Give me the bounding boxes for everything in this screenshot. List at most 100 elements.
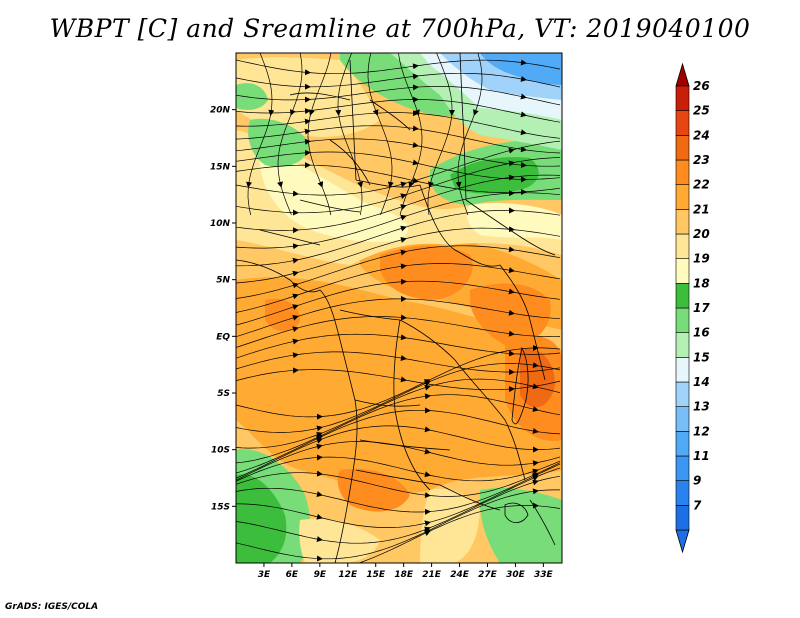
colorbar-swatch xyxy=(675,332,690,358)
streamline xyxy=(236,333,561,359)
streamline xyxy=(236,456,561,482)
field-region-pale-south xyxy=(299,518,380,563)
colorbar-label: 19 xyxy=(693,252,710,266)
colorbar-label: 18 xyxy=(693,276,710,290)
colorbar-swatch xyxy=(675,283,690,309)
streamline xyxy=(236,86,561,106)
x-tick-label: 27E xyxy=(478,570,498,580)
streamline xyxy=(236,151,561,180)
streamline xyxy=(236,125,561,154)
colorbar-label: 22 xyxy=(693,178,710,192)
streamline xyxy=(236,72,561,88)
x-tick-label: 15E xyxy=(366,570,386,580)
colorbar-swatch xyxy=(675,258,690,284)
colorbar-swatch xyxy=(675,357,690,383)
streamline xyxy=(236,59,561,75)
field-region-green-west xyxy=(248,118,310,167)
field-region-green-deep-northeast xyxy=(450,157,539,194)
colorbar-label: 11 xyxy=(693,449,710,463)
y-tick-label: 15N xyxy=(210,162,231,172)
colorbar-label: 12 xyxy=(693,424,710,438)
colorbar-swatch xyxy=(675,110,690,136)
streamline xyxy=(427,53,453,216)
colorbar-label: 16 xyxy=(693,326,710,340)
streamline xyxy=(236,263,561,313)
y-tick-label: 5N xyxy=(216,276,230,286)
streamline xyxy=(236,157,561,214)
x-tick-label: 33E xyxy=(534,570,554,580)
streamline xyxy=(236,298,561,338)
y-tick-label: 10N xyxy=(210,219,231,229)
y-tick-label: 10S xyxy=(211,446,230,456)
field-region-pale-north xyxy=(260,150,409,242)
streamline xyxy=(236,369,561,391)
y-tick-label: 15S xyxy=(211,502,230,512)
streamline xyxy=(236,489,560,560)
streamline xyxy=(236,245,561,299)
colorbar-swatch xyxy=(675,85,690,111)
colorbar-label: 21 xyxy=(693,202,710,216)
y-axis: 20N 15N 10N 5N EQ 5S 10S 15S xyxy=(210,106,236,512)
field-region-hot-6 xyxy=(265,298,300,332)
streamline xyxy=(236,174,561,231)
field-region-green-southeast xyxy=(479,488,562,563)
streamline xyxy=(236,351,561,373)
colorbar-label: 15 xyxy=(693,350,710,364)
x-tick-label: 21E xyxy=(422,570,442,580)
y-tick-label: 20N xyxy=(210,106,231,116)
streamline xyxy=(236,192,561,249)
x-tick-label: 24E xyxy=(450,570,470,580)
streamline xyxy=(307,53,332,216)
field-region-hot-5 xyxy=(337,468,410,512)
colorbar-label: 7 xyxy=(693,498,702,512)
streamline xyxy=(236,316,561,348)
streamline xyxy=(236,227,561,284)
field-region-hot-4 xyxy=(520,349,555,408)
colorbar-swatch xyxy=(675,135,690,161)
y-tick-label: 5S xyxy=(217,389,230,399)
map-panel xyxy=(236,53,562,563)
colorbar-label: 26 xyxy=(693,79,710,93)
x-axis: 3E 6E 9E 12E 15E 18E 21E 24E 27E 30E 33E xyxy=(258,563,554,580)
colorbar-swatch xyxy=(675,406,690,432)
colorbar-swatch xyxy=(675,159,690,185)
colorbar-label: 17 xyxy=(693,301,710,315)
x-tick-label: 30E xyxy=(506,570,526,580)
field-region-green-small xyxy=(236,83,268,110)
colorbar-swatch xyxy=(675,307,690,333)
lake-outline xyxy=(511,346,529,425)
streamline xyxy=(236,441,561,481)
field-region-pale-southeast xyxy=(420,488,480,563)
x-tick-label: 12E xyxy=(338,570,358,580)
streamline xyxy=(236,112,561,139)
colorbar-swatch xyxy=(675,455,690,481)
streamline xyxy=(236,347,561,418)
credit-label: GrADS: IGES/COLA xyxy=(5,602,99,612)
colorbar-swatch xyxy=(675,233,690,259)
streamline xyxy=(236,210,561,267)
colorbar-swatch xyxy=(675,184,690,210)
streamline xyxy=(358,505,561,563)
x-tick-label: 9E xyxy=(314,570,327,580)
streamline xyxy=(236,462,561,497)
field-region-hot-1 xyxy=(380,245,473,300)
streamline xyxy=(236,475,561,544)
streamline xyxy=(236,463,561,513)
streamline xyxy=(277,53,303,216)
field-region-green-deep-southwest xyxy=(236,474,287,563)
colorbar-label: 24 xyxy=(693,128,710,142)
streamline xyxy=(236,363,561,433)
map-frame xyxy=(235,52,563,564)
streamline xyxy=(236,164,561,193)
streamline xyxy=(398,53,423,216)
streamline xyxy=(337,53,363,216)
streamlines xyxy=(236,53,561,563)
colorbar-under-arrow xyxy=(675,529,690,554)
streamline xyxy=(236,138,561,167)
colorbar-swatch xyxy=(675,505,690,531)
streamline xyxy=(457,53,483,216)
colorbar: 7 9 11 12 13 14 15 16 17 18 19 20 21 22 23 24 25 26 xyxy=(675,62,710,554)
colorbar-label: 9 xyxy=(693,474,701,488)
